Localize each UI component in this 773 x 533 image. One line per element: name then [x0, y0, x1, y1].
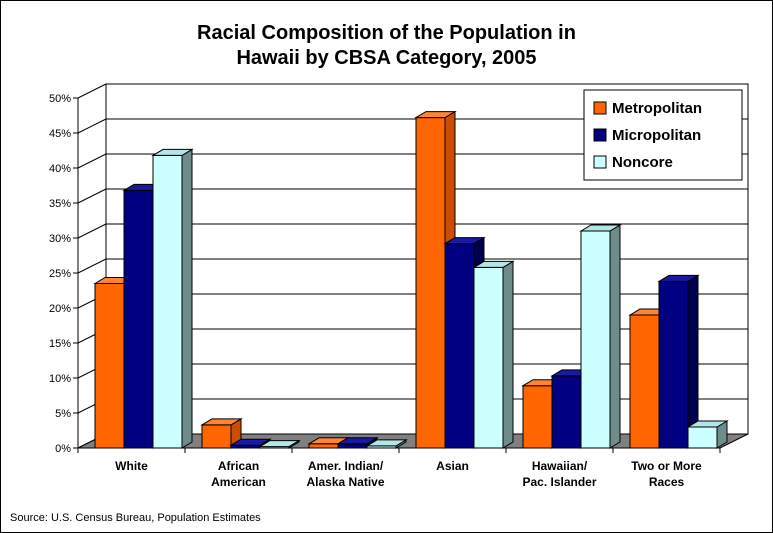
- gridline-side: [77, 258, 107, 274]
- x-category-label-line: Asian: [436, 459, 469, 473]
- x-category-label-line: Races: [649, 475, 685, 489]
- legend-label: Noncore: [612, 154, 673, 171]
- gridline-side: [77, 118, 107, 134]
- bar: [551, 375, 582, 449]
- bar: [123, 189, 154, 449]
- bar-top: [657, 274, 700, 282]
- bar-top: [686, 420, 729, 428]
- chart-title-line-1: Racial Composition of the Population in: [197, 22, 576, 44]
- x-category-label: White: [115, 459, 148, 473]
- bar: [473, 266, 504, 449]
- bar: [687, 426, 718, 449]
- bar: [522, 385, 553, 449]
- bar-top: [200, 418, 243, 426]
- gridline-side: [77, 83, 107, 99]
- chart-source: Source: U.S. Census Bureau, Population E…: [10, 512, 261, 524]
- x-category-label: Two or More Races: [631, 459, 702, 489]
- x-category-label: Amer. Indian/Alaska Native: [306, 459, 384, 489]
- x-category-label: Asian: [436, 459, 469, 473]
- bar: [152, 154, 183, 449]
- x-category-label-line: Two or More: [631, 459, 702, 473]
- bar-top: [336, 437, 379, 445]
- x-category-label: African American: [211, 459, 266, 489]
- y-tick-label: 20%: [49, 303, 71, 315]
- gridline-side: [77, 153, 107, 169]
- bar: [415, 117, 446, 449]
- bar-top: [365, 439, 408, 447]
- y-tick-label: 25%: [49, 268, 71, 280]
- y-tick-label: 15%: [49, 338, 71, 350]
- x-category-label-line: White: [115, 459, 148, 473]
- y-tick-label: 30%: [49, 233, 71, 245]
- legend-label: Micropolitan: [612, 127, 701, 144]
- bar-top: [472, 260, 515, 268]
- legend-box: [583, 89, 743, 181]
- bar-top: [579, 224, 622, 232]
- x-category-label-line: Alaska Native: [306, 475, 384, 489]
- gridline-side: [77, 188, 107, 204]
- bar: [580, 230, 611, 449]
- bar: [629, 314, 660, 449]
- bar-top: [258, 440, 301, 448]
- bar: [444, 243, 475, 449]
- legend-swatch: [593, 101, 607, 115]
- bar-side: [181, 148, 193, 449]
- y-tick-label: 45%: [49, 128, 71, 140]
- bar: [308, 443, 339, 449]
- legend-swatch: [593, 128, 607, 142]
- bar-side: [502, 260, 514, 449]
- bar-side: [609, 224, 621, 449]
- bar: [201, 424, 232, 449]
- bar: [658, 280, 689, 449]
- x-category-label-line: African: [218, 459, 259, 473]
- x-category-label-line: Pac. Islander: [522, 475, 596, 489]
- y-tick-label: 10%: [49, 373, 71, 385]
- y-tick-label: 35%: [49, 198, 71, 210]
- legend-swatch: [593, 155, 607, 169]
- bar: [94, 283, 125, 449]
- bar-top: [229, 438, 272, 446]
- bar-top: [414, 111, 457, 119]
- y-tick-label: 40%: [49, 163, 71, 175]
- y-tick-label: 50%: [49, 93, 71, 105]
- legend-label: Metropolitan: [612, 100, 702, 117]
- chart-title-line-2: Hawaii by CBSA Category, 2005: [236, 47, 537, 69]
- x-category-label: Hawaiian/Pac. Islander: [522, 459, 596, 489]
- x-category-label-line: Amer. Indian/: [308, 459, 384, 473]
- x-category-label-line: American: [211, 475, 266, 489]
- bar-top: [443, 237, 486, 245]
- y-tick-label: 5%: [55, 408, 71, 420]
- bar-top: [151, 148, 194, 156]
- bar: [337, 443, 368, 449]
- x-category-label-line: Hawaiian/: [532, 459, 588, 473]
- gridline-side: [77, 223, 107, 239]
- y-tick-label: 0%: [55, 443, 71, 455]
